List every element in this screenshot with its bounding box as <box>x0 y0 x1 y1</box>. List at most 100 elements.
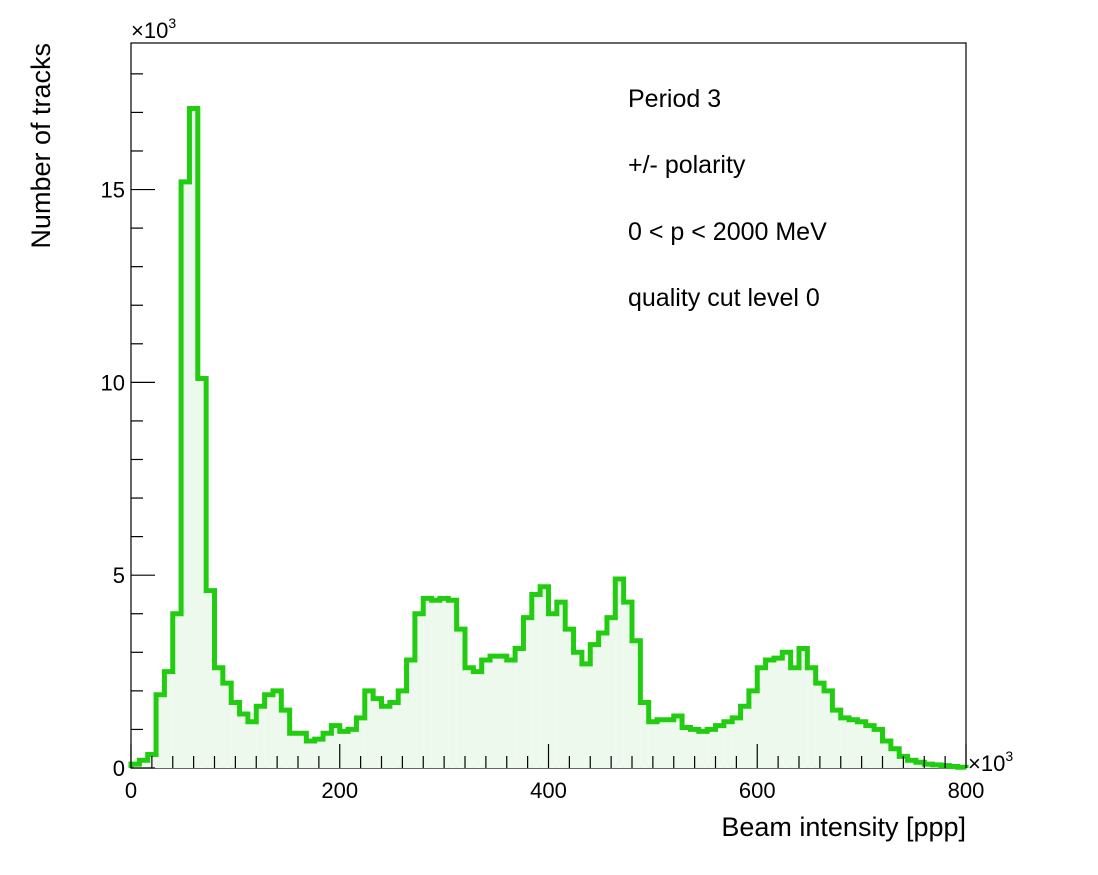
histogram-bin <box>573 652 582 768</box>
histogram-bin <box>807 667 816 768</box>
histogram-bin <box>498 656 507 768</box>
histogram-bin <box>590 644 599 768</box>
x-axis-ticks: 0 200 400 600 800 <box>125 744 984 803</box>
histogram-bin <box>740 706 749 768</box>
histogram-bin <box>849 719 858 768</box>
histogram-bin <box>815 683 825 768</box>
histogram-bin <box>181 181 190 769</box>
histogram-bin <box>773 658 783 768</box>
histogram-bin <box>782 652 791 768</box>
histogram-bin <box>632 640 641 768</box>
histogram-bin <box>231 702 240 768</box>
histogram-bin <box>389 702 399 768</box>
histogram-bin <box>272 690 282 768</box>
annotation-polarity: +/- polarity <box>628 151 746 179</box>
histogram-bin <box>698 731 708 768</box>
histogram-bin <box>139 760 148 768</box>
y-axis-ticks: 0 5 10 15 <box>101 73 155 781</box>
histogram-bin <box>323 733 332 768</box>
histogram-bars <box>131 108 966 769</box>
annotation-quality-cut: quality cut level 0 <box>628 284 820 312</box>
histogram-bin <box>548 613 557 768</box>
histogram-bin <box>490 656 499 768</box>
y-tick-label: 15 <box>101 178 125 203</box>
histogram-bin <box>540 586 549 768</box>
histogram-bin <box>598 633 607 768</box>
histogram-bin <box>339 731 349 768</box>
histogram-bin <box>172 613 182 768</box>
annotation-period: Period 3 <box>628 85 721 113</box>
histogram-bin <box>239 714 248 768</box>
histogram-bin <box>556 602 566 768</box>
histogram-bin <box>373 698 382 768</box>
histogram-outline <box>128 106 969 770</box>
histogram-bin <box>531 594 541 768</box>
histogram-bin <box>506 660 516 768</box>
histogram-bin <box>356 717 365 768</box>
histogram-bin <box>439 598 449 768</box>
histogram-bin <box>264 694 273 768</box>
histogram-bin <box>197 378 207 768</box>
histogram-bin <box>289 733 298 768</box>
histogram-bin <box>364 690 374 768</box>
y-tick-label: 0 <box>113 756 125 781</box>
histogram-bin <box>456 629 465 768</box>
histogram-bin <box>381 706 390 768</box>
x-tick-label: 600 <box>739 778 776 803</box>
histogram-bin <box>565 629 574 768</box>
histogram-bin <box>673 715 683 768</box>
histogram-bin <box>523 617 532 768</box>
histogram-bin <box>465 667 474 768</box>
y-axis-title: Number of tracks <box>26 43 56 249</box>
y-tick-label: 5 <box>113 563 125 588</box>
histogram-bin <box>448 600 457 768</box>
y-tick-label: 10 <box>101 370 125 395</box>
histogram-bin <box>331 725 340 768</box>
x-axis-title: Beam intensity [ppp] <box>721 812 966 842</box>
histogram-bin <box>874 729 883 768</box>
histogram-bin <box>256 706 265 768</box>
histogram-bin <box>732 717 741 768</box>
histogram-bin <box>306 741 315 768</box>
histogram-bin <box>840 717 850 768</box>
histogram-bin <box>790 667 799 768</box>
histogram-bin <box>348 729 357 768</box>
histogram-bin <box>690 729 699 768</box>
histogram-bin <box>222 683 232 768</box>
histogram-bin <box>189 108 198 768</box>
annotation-momentum-range: 0 < p < 2000 MeV <box>628 218 827 246</box>
histogram-bin <box>648 721 658 768</box>
x-tick-label: 200 <box>321 778 358 803</box>
histogram-bin <box>907 760 916 768</box>
histogram-bin <box>298 733 307 768</box>
histogram-bin <box>515 648 524 768</box>
histogram-bin <box>715 725 724 768</box>
histogram-bin <box>857 721 866 768</box>
histogram-bin <box>832 710 841 768</box>
x-tick-label: 400 <box>530 778 567 803</box>
histogram-bin <box>623 602 632 768</box>
histogram-bin <box>214 667 223 768</box>
x-axis-multiplier: ×103 <box>968 748 1013 776</box>
histogram-bin <box>682 727 691 768</box>
histogram-bin <box>640 702 649 768</box>
histogram-bin <box>423 598 432 768</box>
histogram-bin <box>799 648 808 768</box>
x-tick-label: 800 <box>948 778 985 803</box>
histogram-bin <box>707 729 716 768</box>
histogram-bin <box>865 725 875 768</box>
histogram-bin <box>748 690 758 768</box>
histogram-bin <box>431 600 440 768</box>
histogram-bin <box>890 748 900 768</box>
histogram-bin <box>665 719 674 768</box>
histogram-bin <box>473 671 482 768</box>
histogram-bin <box>398 690 407 768</box>
histogram-bin <box>657 719 666 768</box>
histogram-bin <box>406 660 415 768</box>
histogram-bin <box>757 667 766 768</box>
histogram-bin <box>281 710 290 768</box>
histogram-bin <box>156 694 165 768</box>
histogram-bin <box>765 660 774 768</box>
histogram-bin <box>314 739 324 768</box>
